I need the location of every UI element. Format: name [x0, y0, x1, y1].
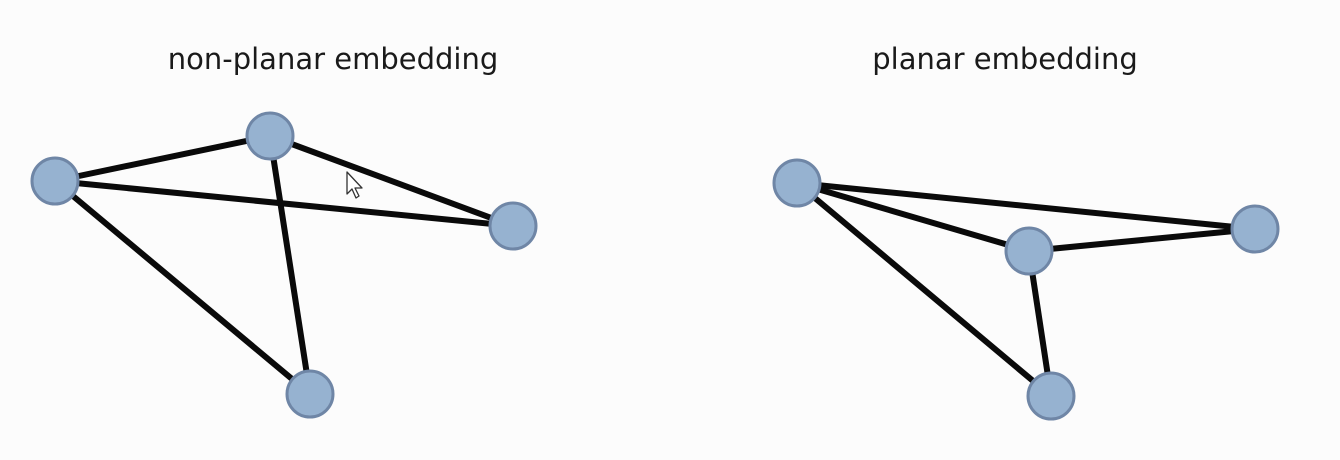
graph-node: [1230, 204, 1280, 254]
edge-a-b: [52, 133, 273, 184]
graph-node: [285, 369, 335, 419]
mouse-pointer-icon: [346, 171, 363, 199]
planar-title: planar embedding: [872, 42, 1138, 76]
planar-graph: [772, 158, 1280, 421]
graph-node: [1004, 226, 1054, 276]
edge-a-d: [794, 180, 1054, 399]
edges: [794, 180, 1258, 399]
graph-node: [772, 158, 822, 208]
nodes: [30, 111, 538, 419]
non-planar-title: non-planar embedding: [167, 42, 499, 76]
edge-b-c: [1026, 226, 1258, 254]
edges: [52, 133, 516, 397]
graph-node: [488, 201, 538, 251]
edge-a-c: [52, 178, 516, 229]
non-planar-graph: [30, 111, 538, 419]
edge-a-b: [794, 180, 1032, 254]
edge-a-d: [52, 178, 313, 397]
edge-a-c: [794, 180, 1258, 232]
edge-b-c: [267, 133, 516, 229]
edge-b-d: [267, 133, 313, 397]
graph-node: [245, 111, 295, 161]
graph-node: [1026, 371, 1076, 421]
graph-node: [30, 156, 80, 206]
nodes: [772, 158, 1280, 421]
